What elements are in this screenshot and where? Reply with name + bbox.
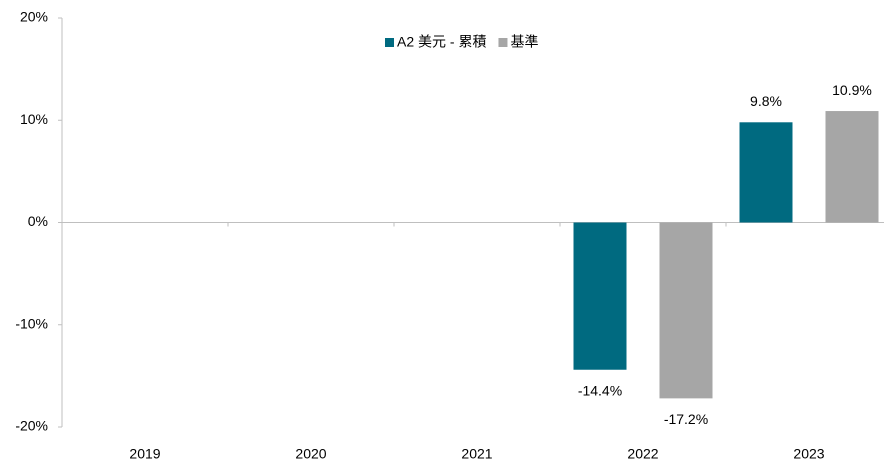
legend-swatch bbox=[498, 38, 508, 47]
bar bbox=[659, 222, 713, 399]
legend-label: 基準 bbox=[510, 34, 538, 50]
legend-label: A2 美元 - 累積 bbox=[397, 34, 486, 50]
legend-swatch bbox=[385, 38, 394, 47]
data-label: -14.4% bbox=[578, 382, 622, 398]
bar bbox=[739, 122, 793, 223]
x-tick-label: 2022 bbox=[627, 446, 658, 461]
y-tick-label: 0% bbox=[28, 213, 48, 229]
data-label: 10.9% bbox=[832, 82, 872, 98]
x-tick-label: 2021 bbox=[461, 446, 492, 461]
data-label: 9.8% bbox=[750, 93, 782, 109]
x-tick-label: 2020 bbox=[295, 446, 326, 461]
y-tick-label: -20% bbox=[15, 418, 48, 434]
y-tick-label: -10% bbox=[15, 315, 48, 331]
x-tick-label: 2023 bbox=[793, 446, 824, 461]
y-tick-label: 10% bbox=[20, 111, 48, 127]
y-tick-label: 20% bbox=[20, 9, 48, 25]
x-tick-label: 2019 bbox=[129, 446, 160, 461]
bar bbox=[573, 222, 627, 370]
data-label: -17.2% bbox=[664, 411, 708, 427]
bar bbox=[825, 111, 879, 223]
